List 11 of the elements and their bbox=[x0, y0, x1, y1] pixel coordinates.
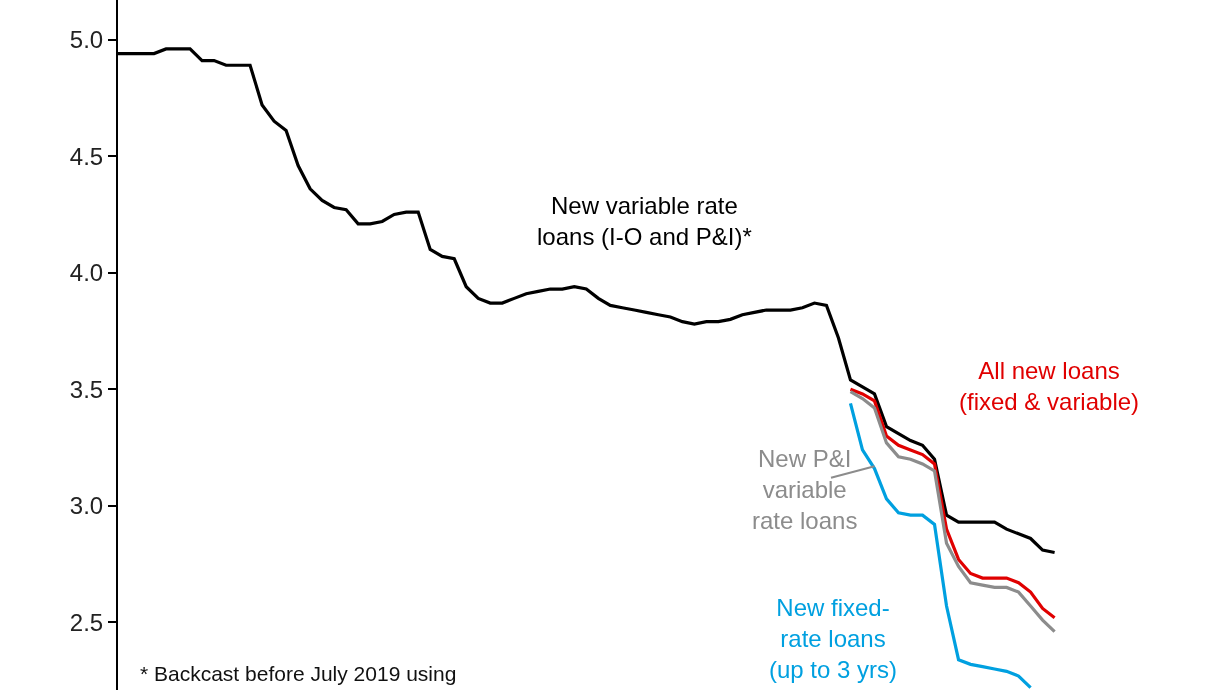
y-tick-label: 4.5 bbox=[69, 142, 104, 170]
y-tick-label: 5.0 bbox=[69, 26, 104, 54]
y-tick-label: 4.0 bbox=[69, 259, 104, 287]
series-label: New fixed-rate loans (up to 3 yrs) bbox=[769, 594, 898, 684]
series-label: New P&I variable rate loans bbox=[752, 445, 858, 535]
y-tick-label: 3.0 bbox=[69, 492, 104, 520]
y-tick-label: 2.5 bbox=[69, 608, 104, 636]
annotation: * Backcast before July 2019 using bbox=[140, 662, 457, 685]
text: All new loans (fixed & variable) bbox=[959, 357, 1140, 416]
y-tick-label: 3.5 bbox=[69, 375, 104, 403]
series-label: New variable rate loans (I-O and P&I)* bbox=[537, 192, 752, 251]
